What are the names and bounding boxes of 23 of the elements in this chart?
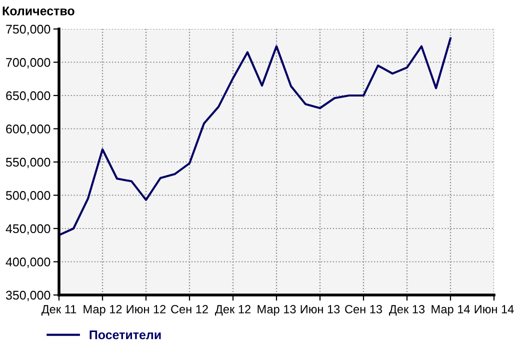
- x-tick-label: Мар 12: [84, 305, 122, 316]
- y-tick-label: 650,000: [6, 91, 50, 102]
- legend-label: Посетители: [90, 330, 161, 340]
- x-tick-label: Июн 13: [300, 305, 340, 314]
- y-tick-label: 450,000: [6, 224, 50, 235]
- y-tick-label: 400,000: [6, 258, 50, 268]
- x-tick-label: Сен 13: [345, 305, 382, 314]
- x-tick-label: Июн 12: [126, 305, 166, 314]
- x-tick-label: Дек 12: [215, 305, 250, 316]
- x-tick-label: Дек 11: [41, 305, 76, 316]
- x-tick-label: Мар 13: [258, 305, 296, 316]
- x-tick-label: Дек 13: [389, 305, 425, 316]
- line-series: [59, 37, 452, 236]
- x-tick-label: Июн 14: [474, 305, 514, 314]
- y-axis-title: Количество: [2, 6, 74, 16]
- y-tick-label: 350,000: [6, 290, 50, 302]
- y-tick-label: 750,000: [6, 24, 50, 36]
- y-tick-label: 550,000: [6, 158, 50, 168]
- y-tick-label: 700,000: [6, 58, 50, 68]
- y-tick-label: 500,000: [6, 191, 50, 202]
- x-tick-label: Мар 14: [432, 305, 470, 316]
- x-tick-label: Сен 12: [171, 305, 208, 314]
- y-tick-label: 600,000: [6, 124, 50, 135]
